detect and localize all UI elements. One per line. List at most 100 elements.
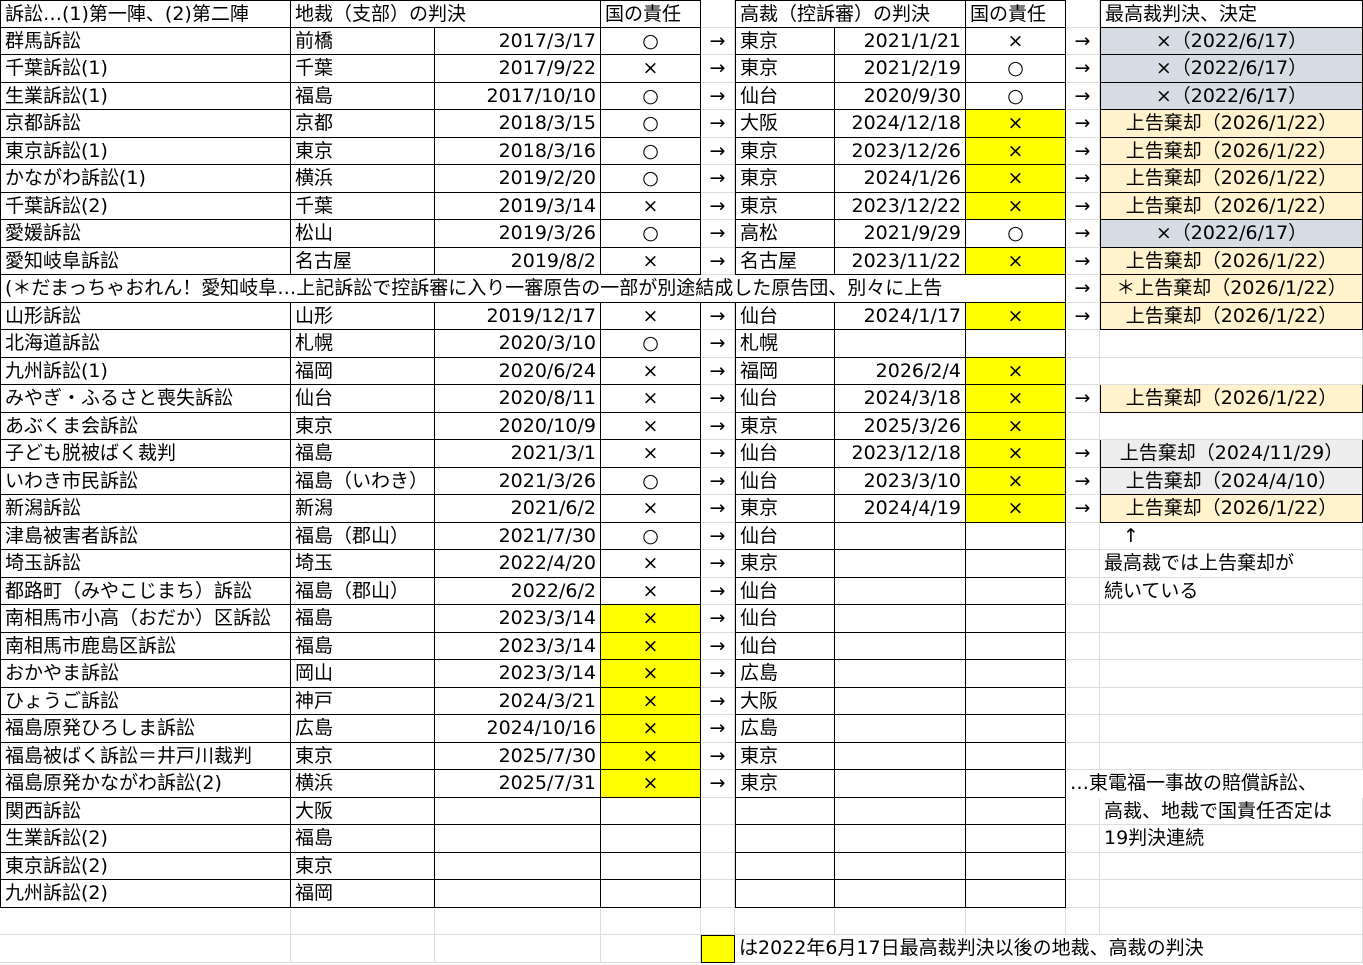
high-date[interactable]: 2024/12/18	[835, 110, 966, 138]
high-responsibility[interactable]	[966, 550, 1066, 578]
high-responsibility[interactable]: ×	[966, 110, 1066, 138]
district-date[interactable]: 2019/3/26	[435, 220, 601, 248]
high-date[interactable]	[835, 577, 966, 605]
district-date[interactable]: 2022/6/2	[435, 577, 601, 605]
case-name[interactable]: 福島原発ひろしま訴訟	[0, 715, 291, 743]
high-date[interactable]	[835, 632, 966, 660]
district-court[interactable]: 千葉	[291, 192, 435, 220]
high-responsibility[interactable]: ○	[966, 55, 1066, 83]
district-date[interactable]: 2025/7/30	[435, 742, 601, 770]
district-date[interactable]: 2019/12/17	[435, 302, 601, 330]
district-court[interactable]: 福島	[291, 825, 435, 853]
high-date[interactable]: 2023/12/22	[835, 192, 966, 220]
district-date[interactable]: 2024/10/16	[435, 715, 601, 743]
high-responsibility[interactable]: ×	[966, 385, 1066, 413]
high-court[interactable]: 広島	[735, 715, 835, 743]
supreme-ruling[interactable]: 上告棄却（2024/4/10）	[1100, 467, 1363, 495]
high-court[interactable]	[735, 880, 835, 908]
case-name[interactable]: あぶくま会訴訟	[0, 412, 291, 440]
supreme-ruling[interactable]: 上告棄却（2026/1/22）	[1100, 165, 1363, 193]
district-date[interactable]: 2022/4/20	[435, 550, 601, 578]
district-date[interactable]: 2024/3/21	[435, 687, 601, 715]
district-responsibility[interactable]: ×	[601, 742, 701, 770]
high-court[interactable]: 広島	[735, 660, 835, 688]
empty-cell[interactable]	[291, 935, 435, 963]
high-responsibility[interactable]	[966, 797, 1066, 825]
district-court[interactable]: 福島（郡山）	[291, 522, 435, 550]
high-court[interactable]: 東京	[735, 137, 835, 165]
supreme-ruling[interactable]: ＊上告棄却（2026/1/22）	[1100, 275, 1363, 303]
empty-cell[interactable]	[1066, 715, 1100, 743]
district-responsibility[interactable]: ×	[601, 687, 701, 715]
high-date[interactable]	[835, 522, 966, 550]
case-name[interactable]: 山形訴訟	[0, 302, 291, 330]
district-responsibility[interactable]: ○	[601, 467, 701, 495]
supreme-ruling[interactable]: ×（2022/6/17）	[1100, 220, 1363, 248]
district-date[interactable]	[435, 797, 601, 825]
district-court[interactable]: 仙台	[291, 385, 435, 413]
high-court[interactable]: 仙台	[735, 577, 835, 605]
district-court[interactable]: 福岡	[291, 357, 435, 385]
district-responsibility[interactable]: ×	[601, 577, 701, 605]
district-responsibility[interactable]	[601, 825, 701, 853]
case-name[interactable]: ひょうご訴訟	[0, 687, 291, 715]
district-court[interactable]: 札幌	[291, 330, 435, 358]
high-court[interactable]: 福岡	[735, 357, 835, 385]
high-date[interactable]	[835, 605, 966, 633]
high-date[interactable]	[835, 880, 966, 908]
high-responsibility[interactable]	[966, 330, 1066, 358]
empty-cell[interactable]	[1066, 880, 1100, 908]
case-name[interactable]: 埼玉訴訟	[0, 550, 291, 578]
high-court[interactable]: 大阪	[735, 687, 835, 715]
empty-cell[interactable]	[1066, 605, 1100, 633]
district-responsibility[interactable]: ×	[601, 385, 701, 413]
case-name[interactable]: 京都訴訟	[0, 110, 291, 138]
empty-cell[interactable]	[435, 935, 601, 963]
empty-cell[interactable]	[1066, 660, 1100, 688]
empty-cell[interactable]	[735, 907, 835, 935]
district-date[interactable]: 2025/7/31	[435, 770, 601, 798]
high-date[interactable]: 2020/9/30	[835, 82, 966, 110]
high-responsibility[interactable]: ○	[966, 82, 1066, 110]
district-court[interactable]: 横浜	[291, 165, 435, 193]
high-date[interactable]	[835, 797, 966, 825]
high-date[interactable]	[835, 687, 966, 715]
district-court[interactable]: 前橋	[291, 27, 435, 55]
header-case[interactable]: 訴訟…(1)第一陣、(2)第二陣	[0, 0, 291, 28]
supreme-ruling[interactable]: ×（2022/6/17）	[1100, 82, 1363, 110]
district-date[interactable]: 2023/3/14	[435, 632, 601, 660]
district-court[interactable]: 福島（いわき）	[291, 467, 435, 495]
high-responsibility[interactable]	[966, 632, 1066, 660]
district-responsibility[interactable]: ○	[601, 330, 701, 358]
district-responsibility[interactable]	[601, 852, 701, 880]
empty-cell[interactable]	[435, 907, 601, 935]
district-court[interactable]: 福島	[291, 605, 435, 633]
district-responsibility[interactable]: ×	[601, 605, 701, 633]
high-responsibility[interactable]: ×	[966, 440, 1066, 468]
case-name[interactable]: おかやま訴訟	[0, 660, 291, 688]
high-date[interactable]	[835, 825, 966, 853]
district-responsibility[interactable]: ×	[601, 357, 701, 385]
case-name[interactable]: 新潟訴訟	[0, 495, 291, 523]
district-date[interactable]: 2018/3/16	[435, 137, 601, 165]
header-high-resp[interactable]: 国の責任	[966, 0, 1066, 28]
district-court[interactable]: 大阪	[291, 797, 435, 825]
high-court[interactable]: 東京	[735, 192, 835, 220]
high-court[interactable]: 東京	[735, 495, 835, 523]
high-court[interactable]: 名古屋	[735, 247, 835, 275]
high-court[interactable]: 高松	[735, 220, 835, 248]
district-date[interactable]: 2019/3/14	[435, 192, 601, 220]
high-court[interactable]: 仙台	[735, 385, 835, 413]
empty-cell[interactable]	[835, 907, 966, 935]
case-name[interactable]: 群馬訴訟	[0, 27, 291, 55]
high-court[interactable]: 仙台	[735, 82, 835, 110]
high-responsibility[interactable]: ×	[966, 165, 1066, 193]
high-responsibility[interactable]: ×	[966, 137, 1066, 165]
district-court[interactable]: 福島	[291, 440, 435, 468]
case-name[interactable]: 千葉訴訟(2)	[0, 192, 291, 220]
district-court[interactable]: 福島（郡山）	[291, 577, 435, 605]
high-court[interactable]: 東京	[735, 27, 835, 55]
case-name[interactable]: 南相馬市小高（おだか）区訴訟	[0, 605, 291, 633]
district-date[interactable]: 2020/8/11	[435, 385, 601, 413]
supreme-ruling[interactable]: ×（2022/6/17）	[1100, 27, 1363, 55]
